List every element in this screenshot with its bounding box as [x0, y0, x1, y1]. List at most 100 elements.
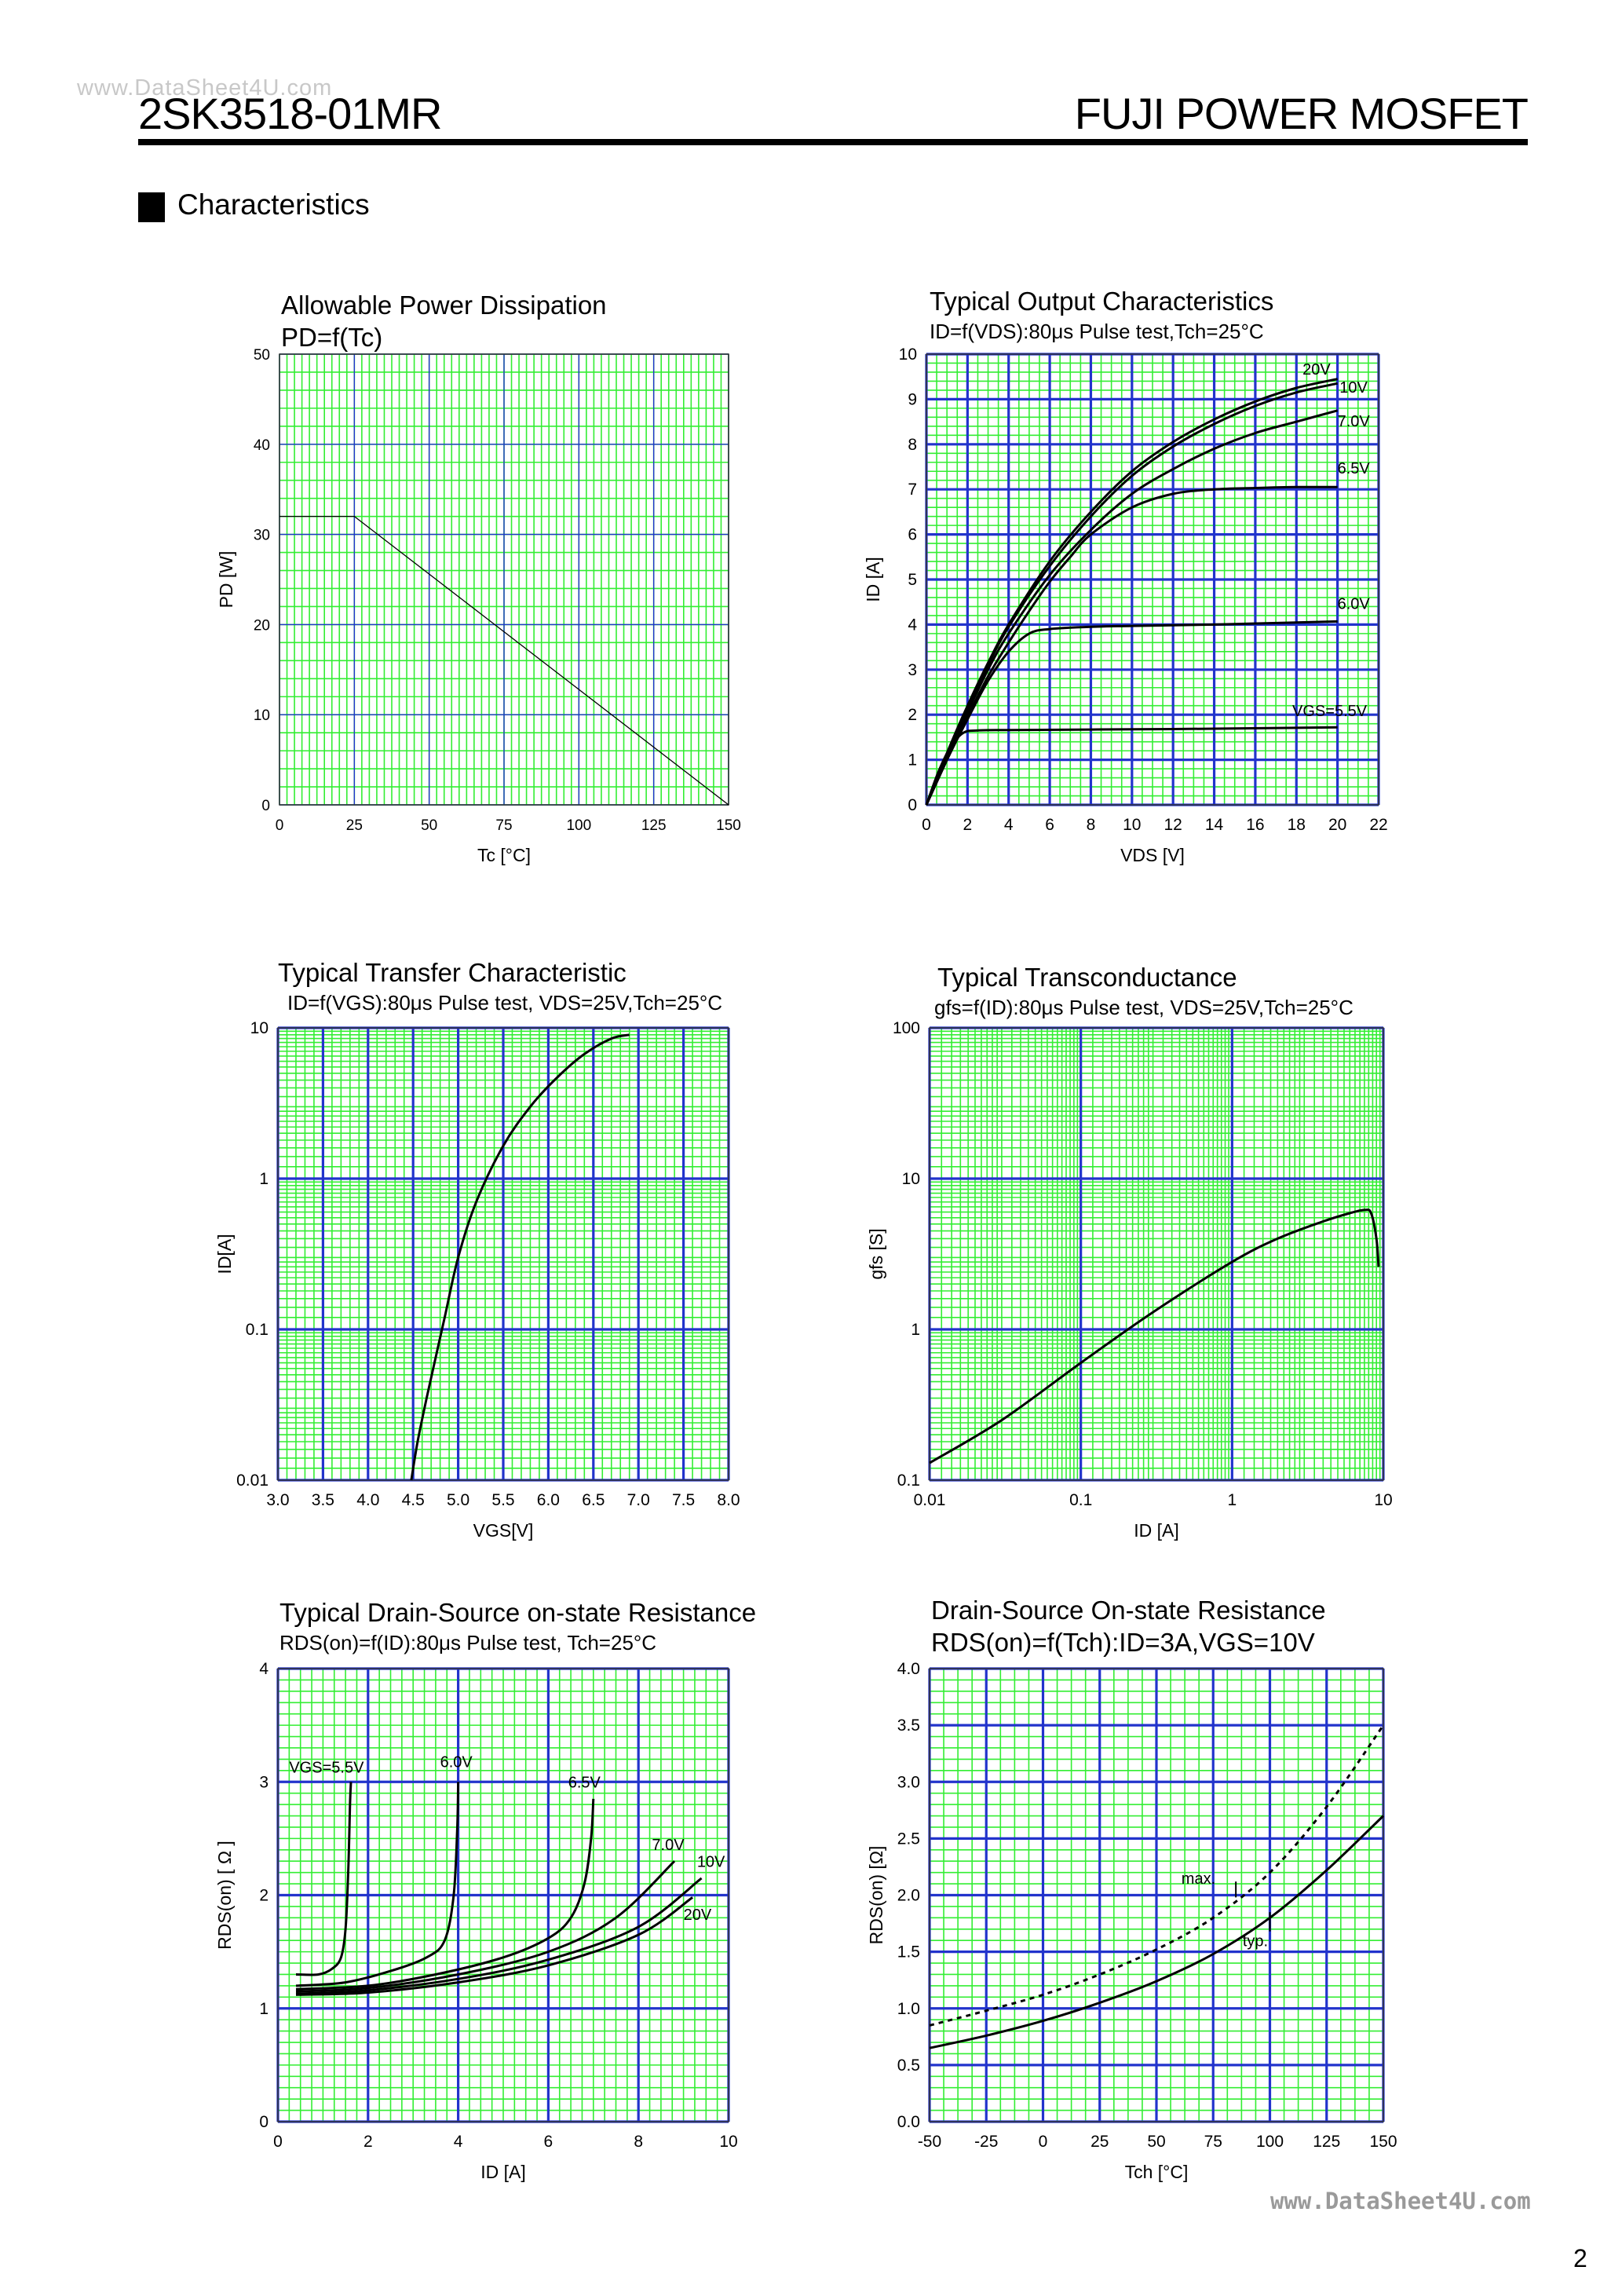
y-tick-label: 4 — [259, 1660, 269, 1678]
y-tick-label: 10 — [899, 345, 917, 364]
x-tick-label: 16 — [1246, 816, 1264, 834]
y-tick-label: 1 — [908, 751, 917, 770]
chart-subtitle: ID=f(VDS):80μs Pulse test,Tch=25°C — [930, 320, 1264, 343]
y-tick-label: 10 — [254, 707, 270, 724]
series-line-6-5v — [925, 485, 1338, 806]
y-tick-label: 0.1 — [246, 1321, 269, 1339]
minor-grid — [930, 1028, 1383, 1480]
chart-subtitle: PD=f(Tc) — [281, 323, 382, 352]
series-label: 6.0V — [1338, 595, 1371, 612]
y-tick-label: 2 — [908, 706, 917, 724]
x-tick-label: 12 — [1164, 816, 1182, 834]
chart-title: Typical Transconductance — [937, 963, 1237, 992]
series-line-pd — [279, 515, 729, 806]
x-tick-label: 3.5 — [312, 1491, 334, 1509]
brand-title: FUJI POWER MOSFET — [1074, 89, 1529, 138]
x-axis-label: ID [A] — [1134, 1520, 1179, 1541]
x-tick-label: 150 — [716, 817, 741, 834]
x-tick-label: 0 — [273, 2133, 283, 2151]
x-tick-label: -25 — [974, 2133, 998, 2151]
chart-title: Drain-Source On-state Resistance — [931, 1596, 1326, 1625]
y-tick-label: 4.0 — [897, 1660, 920, 1678]
chart-rds_id: 0 2 4 6 8 10 0 1 2 3 4 Typical Drain-Source on-stat… — [214, 1598, 756, 2182]
series-line-20v — [295, 1896, 693, 1996]
series-line-7-0v — [925, 409, 1338, 806]
x-tick-label: 8 — [634, 2133, 643, 2151]
y-axis-label: PD [W] — [216, 551, 236, 609]
chart-subtitle: RDS(on)=f(Tch):ID=3A,VGS=10V — [931, 1628, 1315, 1657]
y-tick-label: 9 — [908, 390, 917, 408]
y-tick-label: 0 — [261, 798, 270, 814]
x-tick-label: 10 — [1123, 816, 1141, 834]
series-label: 7.0V — [652, 1837, 685, 1854]
x-tick-label: 125 — [641, 817, 667, 834]
plot-frame — [926, 353, 1379, 806]
series-label: VGS=5.5V — [1292, 703, 1368, 720]
x-tick-label: 50 — [1147, 2133, 1165, 2151]
plot-frame — [277, 1668, 729, 2122]
y-tick-label: 5 — [908, 571, 917, 589]
y-tick-label: 100 — [893, 1019, 920, 1037]
page-number: 2 — [1573, 2244, 1587, 2272]
x-tick-label: 75 — [1204, 2133, 1222, 2151]
y-tick-label: 1 — [259, 2000, 269, 2018]
plot-frame — [277, 1027, 729, 1481]
series-label: 6.0V — [440, 1753, 473, 1771]
y-tick-label: 1.5 — [897, 1943, 920, 1961]
x-tick-label: 8.0 — [717, 1491, 740, 1509]
series-label: 10V — [1339, 379, 1368, 397]
chart-subtitle: ID=f(VGS):80μs Pulse test, VDS=25V,Tch=2… — [287, 991, 722, 1015]
plot-frame — [279, 353, 729, 806]
x-tick-label: 10 — [1374, 1491, 1392, 1509]
x-tick-label: 6 — [544, 2133, 553, 2151]
section-square-icon — [138, 192, 165, 222]
series-line-10v — [925, 382, 1338, 806]
x-axis-label: ID [A] — [480, 2162, 526, 2182]
x-tick-label: 25 — [346, 817, 363, 834]
series-label: VGS=5.5V — [289, 1760, 364, 1777]
header-rule — [138, 139, 1528, 145]
x-tick-label: 100 — [1256, 2133, 1284, 2151]
x-tick-label: 8 — [1087, 816, 1096, 834]
series-line-vgs-5-5v — [925, 726, 1338, 806]
y-tick-label: 3 — [259, 1773, 269, 1791]
series-label: 7.0V — [1338, 413, 1371, 430]
series-label: 20V — [684, 1907, 712, 1924]
y-tick-label: 1 — [259, 1170, 269, 1188]
y-tick-label: 7 — [908, 481, 917, 499]
chart-subtitle: gfs=f(ID):80μs Pulse test, VDS=25V,Tch=2… — [934, 996, 1353, 1019]
plot-frame — [929, 1027, 1384, 1481]
x-tick-label: 0.01 — [914, 1491, 946, 1509]
series-line-6-0v — [295, 1782, 460, 1987]
series-label: typ. — [1243, 1932, 1268, 1950]
y-axis-label: ID[A] — [214, 1234, 235, 1274]
y-tick-label: 0 — [908, 796, 917, 814]
chart-title: Typical Output Characteristics — [930, 287, 1273, 316]
x-tick-label: 50 — [421, 817, 437, 834]
x-tick-label: 0 — [276, 817, 284, 834]
x-tick-label: 2 — [363, 2133, 373, 2151]
watermark-top: www.DataSheet4U.com — [77, 75, 333, 101]
x-tick-label: 20 — [1328, 816, 1346, 834]
y-tick-label: 2 — [259, 1887, 269, 1905]
chart-subtitle: RDS(on)=f(ID):80μs Pulse test, Tch=25°C — [279, 1631, 656, 1654]
y-tick-label: 8 — [908, 436, 917, 454]
x-tick-label: 75 — [495, 817, 512, 834]
y-tick-label: 1 — [911, 1321, 920, 1339]
series-label: 6.5V — [568, 1774, 601, 1791]
y-tick-label: 4 — [908, 616, 917, 634]
x-tick-label: 7.0 — [627, 1491, 650, 1509]
x-tick-label: 125 — [1313, 2133, 1340, 2151]
y-axis-label: ID [A] — [863, 557, 883, 602]
chart-title: Typical Transfer Characteristic — [278, 958, 627, 987]
x-axis-label: Tch [°C] — [1125, 2162, 1189, 2182]
y-tick-label: 10 — [902, 1170, 920, 1188]
x-tick-label: 25 — [1090, 2133, 1109, 2151]
y-tick-label: 2.0 — [897, 1887, 920, 1905]
x-axis-label: VDS [V] — [1120, 845, 1185, 865]
y-axis-label: gfs [S] — [866, 1228, 886, 1279]
x-tick-label: 1 — [1227, 1491, 1237, 1509]
y-tick-label: 0.1 — [897, 1472, 920, 1490]
chart-title: Typical Drain-Source on-state Resistance — [279, 1598, 756, 1627]
